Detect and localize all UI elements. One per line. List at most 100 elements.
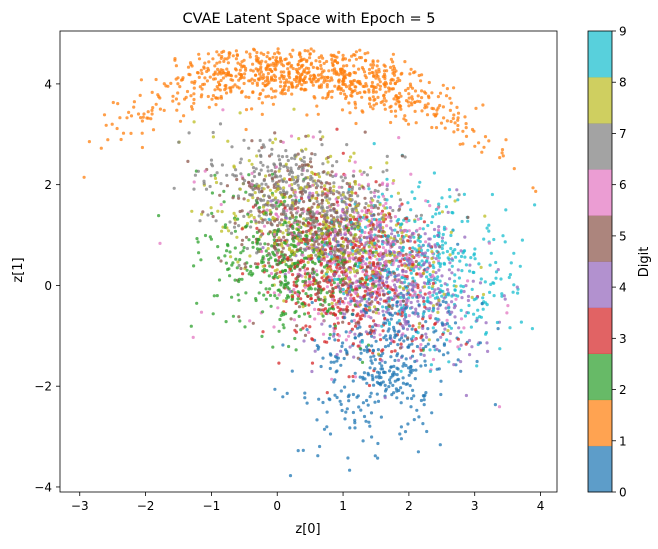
point-digit-1	[269, 63, 273, 67]
point-digit-8	[316, 251, 320, 255]
point-digit-5	[331, 286, 335, 291]
point-digit-7	[310, 223, 314, 227]
point-digit-6	[436, 228, 441, 232]
point-digit-0	[318, 444, 322, 449]
point-digit-1	[288, 52, 292, 56]
point-digit-4	[446, 210, 450, 214]
point-digit-9	[372, 142, 376, 146]
point-digit-1	[213, 88, 217, 92]
point-digit-9	[387, 322, 392, 326]
point-digit-1	[216, 80, 221, 84]
point-digit-1	[362, 70, 367, 74]
point-digit-4	[389, 226, 393, 230]
point-digit-2	[339, 278, 343, 282]
point-digit-8	[332, 185, 336, 189]
point-digit-2	[225, 249, 229, 253]
point-digit-1	[339, 91, 343, 95]
point-digit-1	[253, 78, 257, 83]
point-digit-1	[388, 87, 392, 91]
point-digit-9	[473, 257, 477, 261]
point-digit-3	[406, 239, 410, 243]
point-digit-7	[354, 200, 358, 204]
point-digit-9	[492, 294, 496, 298]
point-digit-9	[342, 292, 346, 296]
point-digit-7	[208, 184, 212, 189]
point-digit-2	[264, 297, 268, 301]
point-digit-2	[225, 242, 230, 247]
point-digit-4	[407, 259, 411, 263]
point-digit-8	[431, 284, 435, 288]
point-digit-3	[294, 301, 298, 306]
point-digit-1	[162, 82, 166, 86]
point-digit-6	[276, 215, 280, 219]
point-digit-1	[206, 94, 210, 99]
point-digit-1	[267, 68, 272, 72]
point-digit-0	[363, 303, 367, 307]
point-digit-5	[289, 211, 293, 215]
colorbar-tick-label: 2	[619, 383, 627, 397]
point-digit-8	[348, 197, 352, 202]
point-digit-5	[307, 246, 311, 250]
point-digit-7	[318, 130, 322, 134]
point-digit-4	[460, 296, 464, 300]
point-digit-0	[370, 334, 374, 338]
colorbar-frame	[587, 30, 613, 493]
point-digit-9	[330, 255, 334, 259]
point-digit-4	[362, 285, 366, 289]
point-digit-5	[390, 306, 394, 310]
point-digit-1	[213, 64, 217, 68]
point-digit-6	[250, 171, 254, 175]
point-digit-0	[392, 391, 396, 395]
point-digit-8	[356, 203, 360, 207]
point-digit-2	[320, 240, 324, 244]
point-digit-1	[139, 78, 143, 82]
point-digit-3	[356, 312, 360, 316]
point-digit-0	[434, 329, 438, 333]
point-digit-7	[210, 164, 215, 168]
point-digit-2	[244, 190, 248, 194]
point-digit-2	[297, 314, 301, 318]
point-digit-6	[378, 253, 382, 257]
point-digit-9	[356, 265, 360, 269]
point-digit-1	[456, 111, 461, 115]
point-digit-0	[386, 318, 390, 322]
point-digit-9	[520, 238, 525, 242]
point-digit-1	[294, 79, 298, 84]
point-digit-4	[432, 290, 436, 294]
point-digit-9	[341, 287, 345, 292]
point-digit-5	[237, 315, 241, 319]
point-digit-5	[312, 243, 316, 247]
point-digit-9	[435, 278, 439, 282]
point-digit-4	[433, 288, 437, 292]
point-digit-5	[320, 198, 324, 202]
point-digit-2	[230, 295, 234, 299]
point-digit-2	[261, 256, 265, 261]
point-digit-0	[419, 352, 423, 356]
point-digit-2	[304, 256, 308, 260]
point-digit-9	[395, 267, 399, 271]
point-digit-0	[395, 300, 399, 305]
point-digit-1	[399, 104, 403, 108]
point-digit-1	[197, 57, 202, 61]
point-digit-9	[393, 228, 397, 232]
point-digit-1	[302, 88, 306, 92]
point-digit-0	[388, 381, 392, 385]
point-digit-6	[192, 180, 196, 184]
point-digit-3	[351, 308, 355, 312]
point-digit-4	[370, 293, 374, 297]
point-digit-8	[246, 198, 250, 203]
point-digit-5	[320, 181, 324, 185]
point-digit-1	[325, 85, 329, 89]
point-digit-6	[265, 208, 269, 212]
point-digit-1	[282, 74, 286, 79]
point-digit-1	[424, 91, 428, 95]
point-digit-1	[463, 115, 467, 119]
point-digit-5	[390, 258, 394, 262]
point-digit-8	[310, 170, 314, 174]
point-digit-7	[290, 186, 294, 190]
point-digit-1	[132, 100, 136, 104]
point-digit-3	[368, 255, 372, 259]
point-digit-8	[302, 217, 306, 221]
point-digit-4	[411, 231, 415, 235]
point-digit-7	[242, 138, 246, 142]
